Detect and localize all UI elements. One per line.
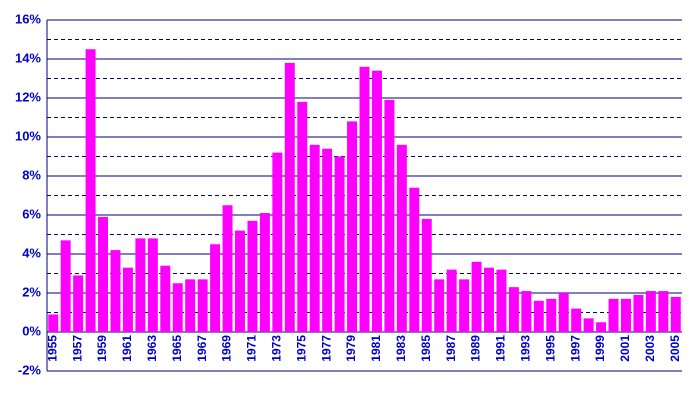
- bar: [247, 220, 258, 332]
- bar: [558, 293, 569, 332]
- bar: [645, 291, 656, 332]
- bar: [322, 148, 333, 332]
- bar: [359, 66, 370, 333]
- y-tick-label: 4%: [22, 245, 41, 260]
- y-tick-label: 10%: [15, 128, 41, 143]
- bar: [259, 213, 270, 332]
- x-tick-label: 1957: [70, 335, 84, 362]
- x-tick-label: 1977: [319, 335, 333, 362]
- bar: [172, 283, 183, 332]
- bar: [533, 300, 544, 332]
- bar: [297, 101, 308, 333]
- bar: [122, 267, 133, 332]
- y-tick-label: 6%: [22, 206, 41, 221]
- x-tick-label: 1983: [394, 335, 408, 362]
- x-tick-label: 1981: [369, 335, 383, 362]
- y-tick-label: 16%: [15, 11, 41, 26]
- x-tick-label: 2005: [668, 335, 682, 362]
- bar: [110, 250, 121, 332]
- bar: [185, 279, 196, 332]
- bar: [608, 298, 619, 332]
- bar: [409, 187, 420, 332]
- bar: [334, 156, 345, 332]
- x-tick-label: 1991: [494, 335, 508, 362]
- x-tick-label: 2001: [618, 335, 632, 362]
- y-tick-label: 8%: [22, 167, 41, 182]
- bar: [309, 144, 320, 332]
- bar: [135, 238, 146, 332]
- x-tick-label: 1961: [120, 335, 134, 362]
- x-tick-label: 1979: [344, 335, 358, 362]
- x-tick-label: 1975: [294, 335, 308, 362]
- bar: [284, 62, 295, 333]
- bar: [160, 265, 171, 332]
- bar: [508, 287, 519, 332]
- bar: [484, 267, 494, 332]
- bar: [210, 244, 221, 332]
- bar: [596, 322, 607, 332]
- x-tick-label: 2003: [643, 335, 657, 362]
- bar: [446, 269, 457, 332]
- x-tick-label: 1967: [195, 335, 209, 362]
- bar: [571, 308, 582, 332]
- y-tick-label: 12%: [15, 89, 41, 104]
- x-tick-label: 1955: [45, 335, 59, 362]
- x-tick-label: 1973: [270, 335, 284, 362]
- x-tick-label: 1989: [469, 335, 483, 362]
- y-tick-label: 14%: [15, 50, 41, 65]
- bar: [147, 238, 158, 332]
- y-tick-label: 0%: [22, 323, 41, 338]
- bar: [85, 49, 96, 332]
- x-tick-label: 1971: [245, 335, 259, 362]
- x-tick-label: 1969: [220, 335, 234, 362]
- bar: [98, 216, 109, 332]
- bar: [670, 296, 681, 332]
- bar: [48, 314, 59, 332]
- bar: [546, 298, 557, 332]
- bar: [272, 152, 283, 332]
- bar: [658, 291, 669, 332]
- x-tick-label: 1995: [543, 335, 557, 362]
- x-tick-label: 1999: [593, 335, 607, 362]
- x-tick-label: 1965: [170, 335, 184, 362]
- bar: [60, 240, 71, 332]
- bar: [620, 298, 631, 332]
- bar: [371, 70, 382, 332]
- bar: [396, 144, 407, 332]
- bar: [421, 218, 432, 332]
- x-tick-label: 1993: [519, 335, 533, 362]
- bar: [633, 294, 644, 332]
- y-tick-label: 2%: [22, 284, 41, 299]
- bar: [434, 279, 445, 332]
- bar: [496, 269, 507, 332]
- bar: [459, 279, 470, 332]
- x-tick-label: 1959: [95, 335, 109, 362]
- bar: [583, 318, 594, 332]
- bar: [73, 275, 84, 332]
- bar: [222, 205, 233, 332]
- x-tick-label: 1997: [568, 335, 582, 362]
- x-tick-label: 1963: [145, 335, 159, 362]
- bar: [471, 261, 482, 332]
- bar: [384, 99, 395, 332]
- bar: [347, 121, 358, 333]
- bar: [197, 279, 208, 332]
- bar: [235, 230, 245, 332]
- x-tick-label: 1985: [419, 335, 433, 362]
- x-tick-label: 1987: [444, 335, 458, 362]
- bar: [521, 291, 532, 332]
- y-tick-label: -2%: [18, 362, 42, 377]
